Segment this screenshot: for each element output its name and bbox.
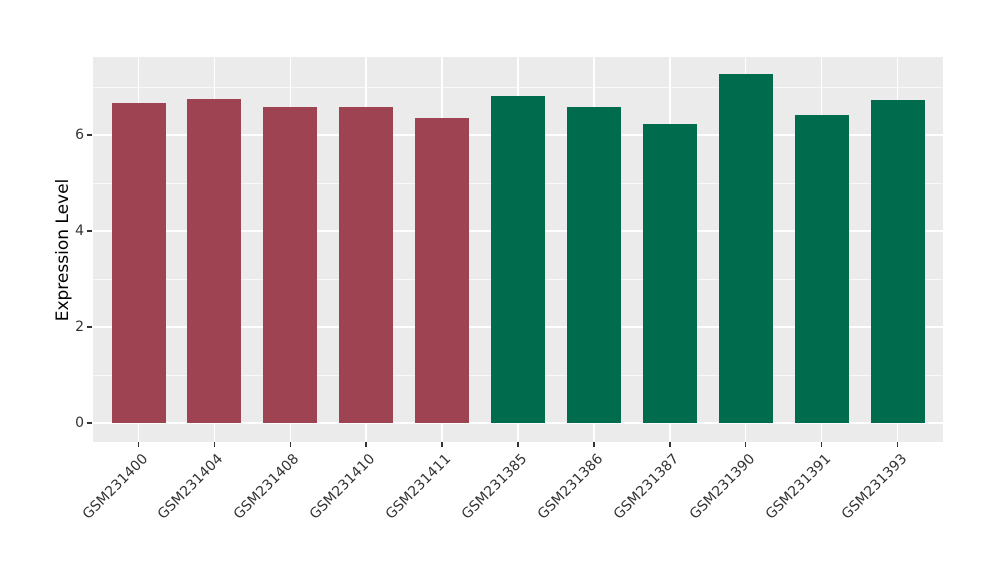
y-axis-title: Expression Level bbox=[53, 178, 73, 322]
x-axis-tick bbox=[593, 442, 595, 447]
x-axis-tick bbox=[137, 442, 140, 447]
x-axis-tick bbox=[517, 442, 519, 447]
bar bbox=[187, 98, 242, 423]
y-tick-label: 4 bbox=[75, 223, 84, 239]
bar bbox=[339, 107, 394, 423]
bar bbox=[794, 114, 849, 423]
bar bbox=[415, 117, 470, 423]
bar bbox=[870, 99, 925, 423]
y-tick-label: 2 bbox=[75, 319, 84, 335]
x-axis-tick bbox=[365, 442, 367, 447]
bar bbox=[263, 106, 318, 423]
bar bbox=[111, 103, 166, 423]
bar bbox=[718, 74, 773, 423]
x-axis-tick bbox=[820, 442, 823, 447]
y-tick-label: 0 bbox=[75, 415, 84, 431]
bar bbox=[566, 106, 621, 423]
x-axis-tick bbox=[669, 442, 671, 447]
x-axis-tick bbox=[441, 442, 443, 447]
y-axis-tick bbox=[87, 326, 92, 328]
bar bbox=[491, 95, 545, 423]
x-axis-tick bbox=[289, 442, 292, 447]
y-axis-tick bbox=[87, 422, 92, 424]
plot-panel bbox=[93, 57, 943, 442]
bar bbox=[642, 123, 697, 423]
x-axis-tick bbox=[213, 442, 216, 447]
y-axis-tick bbox=[87, 230, 92, 232]
y-tick-label: 6 bbox=[75, 127, 84, 143]
x-axis-tick bbox=[896, 442, 899, 447]
y-axis-tick bbox=[87, 134, 92, 136]
x-axis-tick bbox=[744, 442, 747, 447]
